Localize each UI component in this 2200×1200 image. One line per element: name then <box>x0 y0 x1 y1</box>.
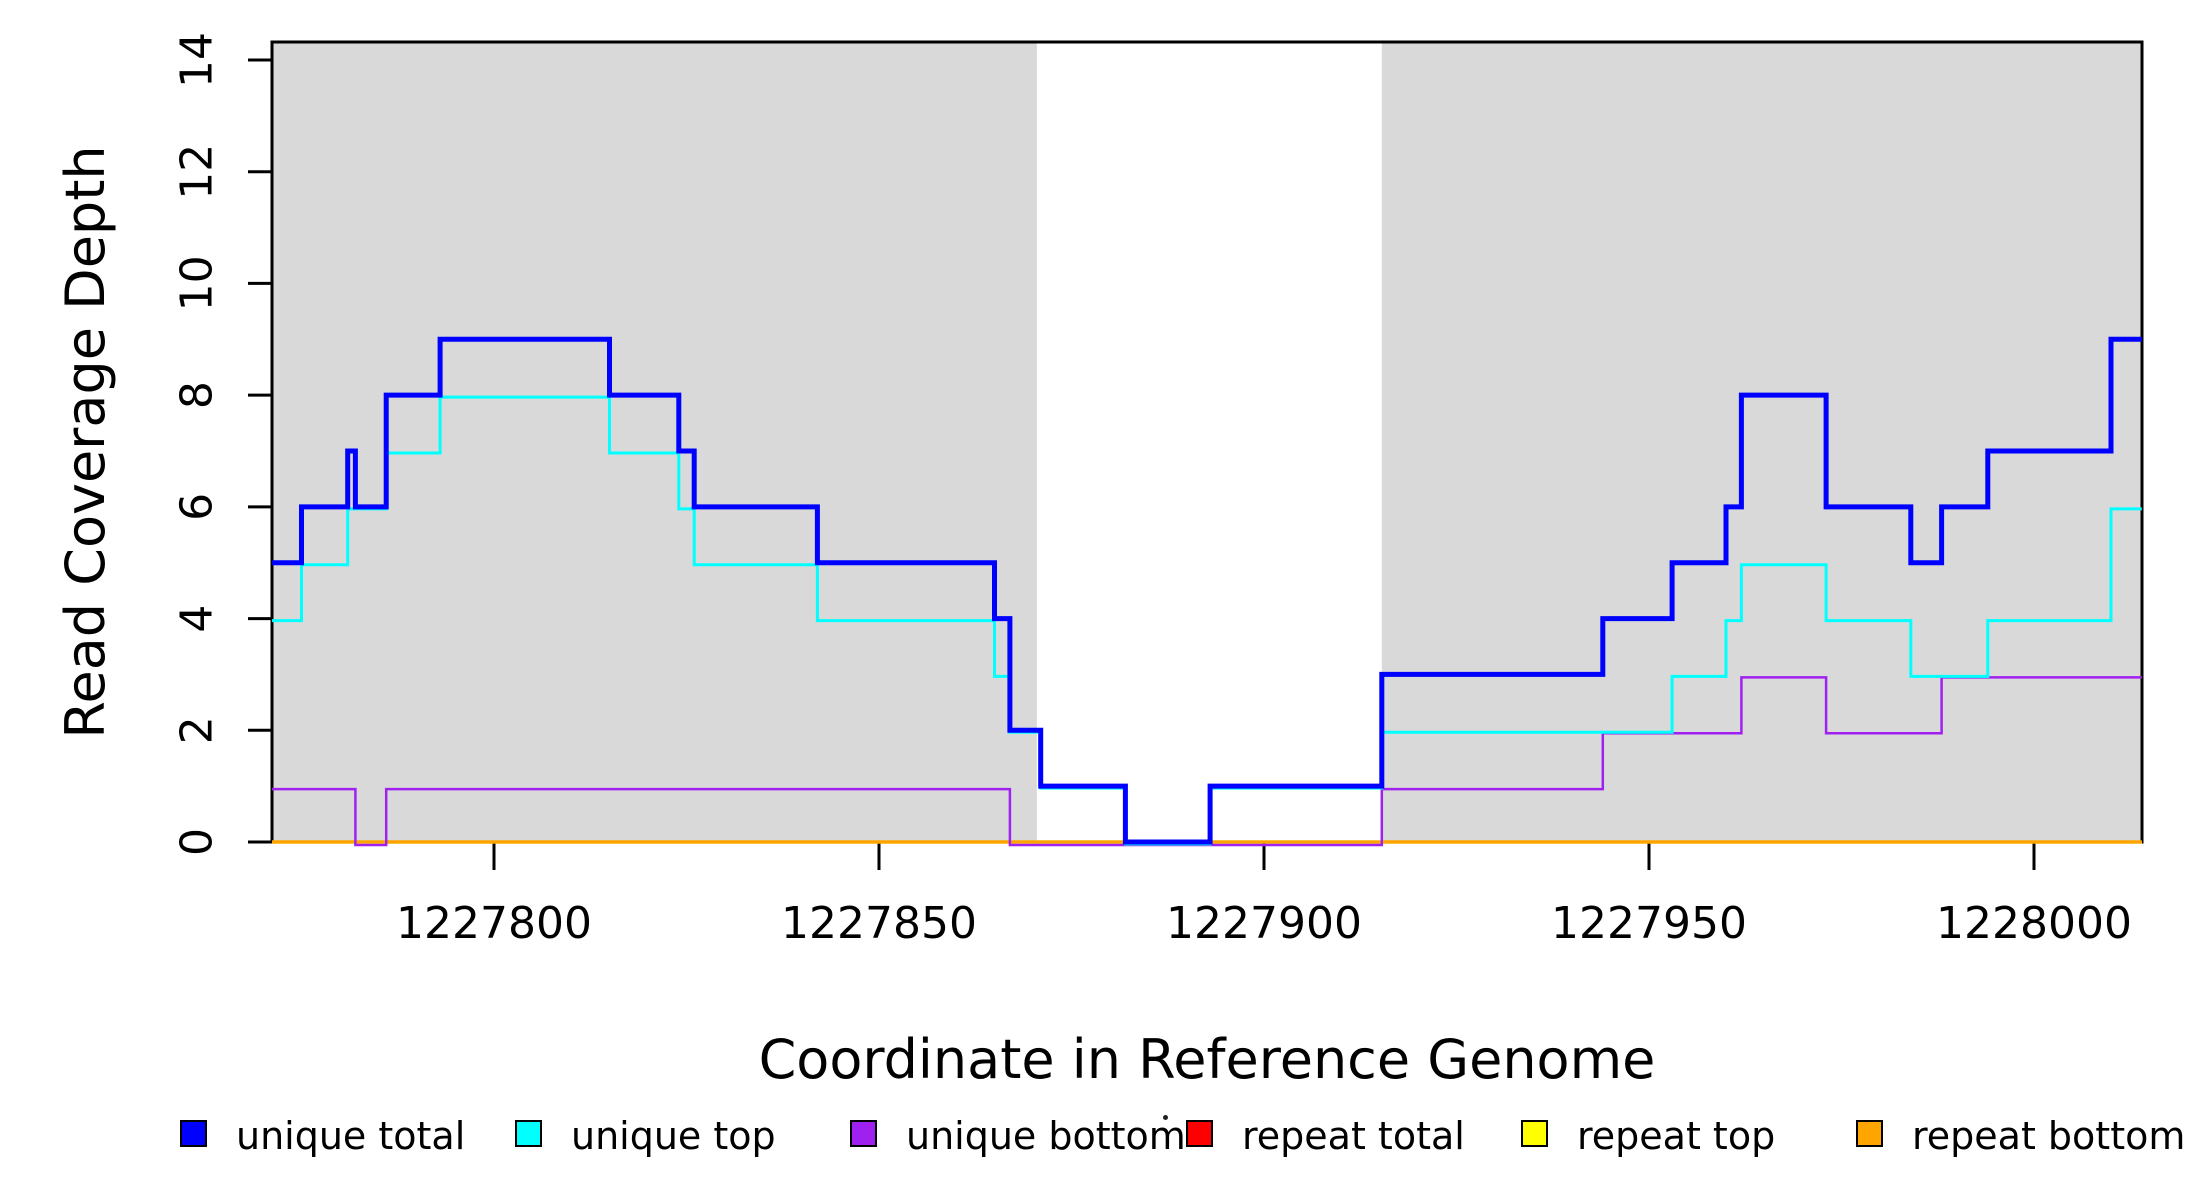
y-tick-label: 6 <box>172 493 223 521</box>
y-axis-title: Read Coverage Depth <box>54 145 117 739</box>
y-tick-label: 2 <box>172 716 223 744</box>
x-axis-title: Coordinate in Reference Genome <box>758 1028 1656 1091</box>
y-tick-label: 4 <box>172 605 223 633</box>
x-tick-label: 1227850 <box>781 898 977 949</box>
shaded-region <box>272 42 1037 842</box>
legend-label: repeat bottom <box>1912 1114 2186 1158</box>
y-tick-label: 10 <box>172 255 223 311</box>
y-tick-label: 12 <box>172 144 223 200</box>
legend-label: unique total <box>236 1114 466 1158</box>
legend-label: repeat total <box>1242 1114 1465 1158</box>
x-tick-label: 1227800 <box>396 898 592 949</box>
legend-swatch-icon <box>850 1120 877 1147</box>
legend-swatch-icon <box>515 1120 542 1147</box>
y-tick-label: 8 <box>172 381 223 409</box>
legend-swatch-icon <box>1186 1120 1213 1147</box>
x-tick-label: 1227950 <box>1551 898 1747 949</box>
series-line-unique-bottom <box>272 676 2142 847</box>
x-tick-label: 1228000 <box>1936 898 2132 949</box>
legend-label: unique top <box>571 1114 776 1158</box>
legend-swatch-icon <box>1521 1120 1548 1147</box>
legend: unique total unique top unique bottom repea… <box>0 1108 2200 1178</box>
stray-dot <box>1163 1115 1168 1120</box>
shaded-region <box>1381 42 2142 842</box>
legend-label: unique bottom <box>906 1114 1186 1158</box>
y-tick-label: 14 <box>172 32 223 88</box>
series-line-unique-total <box>272 336 2142 845</box>
legend-swatch-icon <box>180 1120 207 1147</box>
legend-swatch-icon <box>1856 1120 1883 1147</box>
x-tick-label: 1227900 <box>1166 898 1362 949</box>
y-tick-label: 0 <box>172 828 223 856</box>
legend-label: repeat top <box>1577 1114 1776 1158</box>
